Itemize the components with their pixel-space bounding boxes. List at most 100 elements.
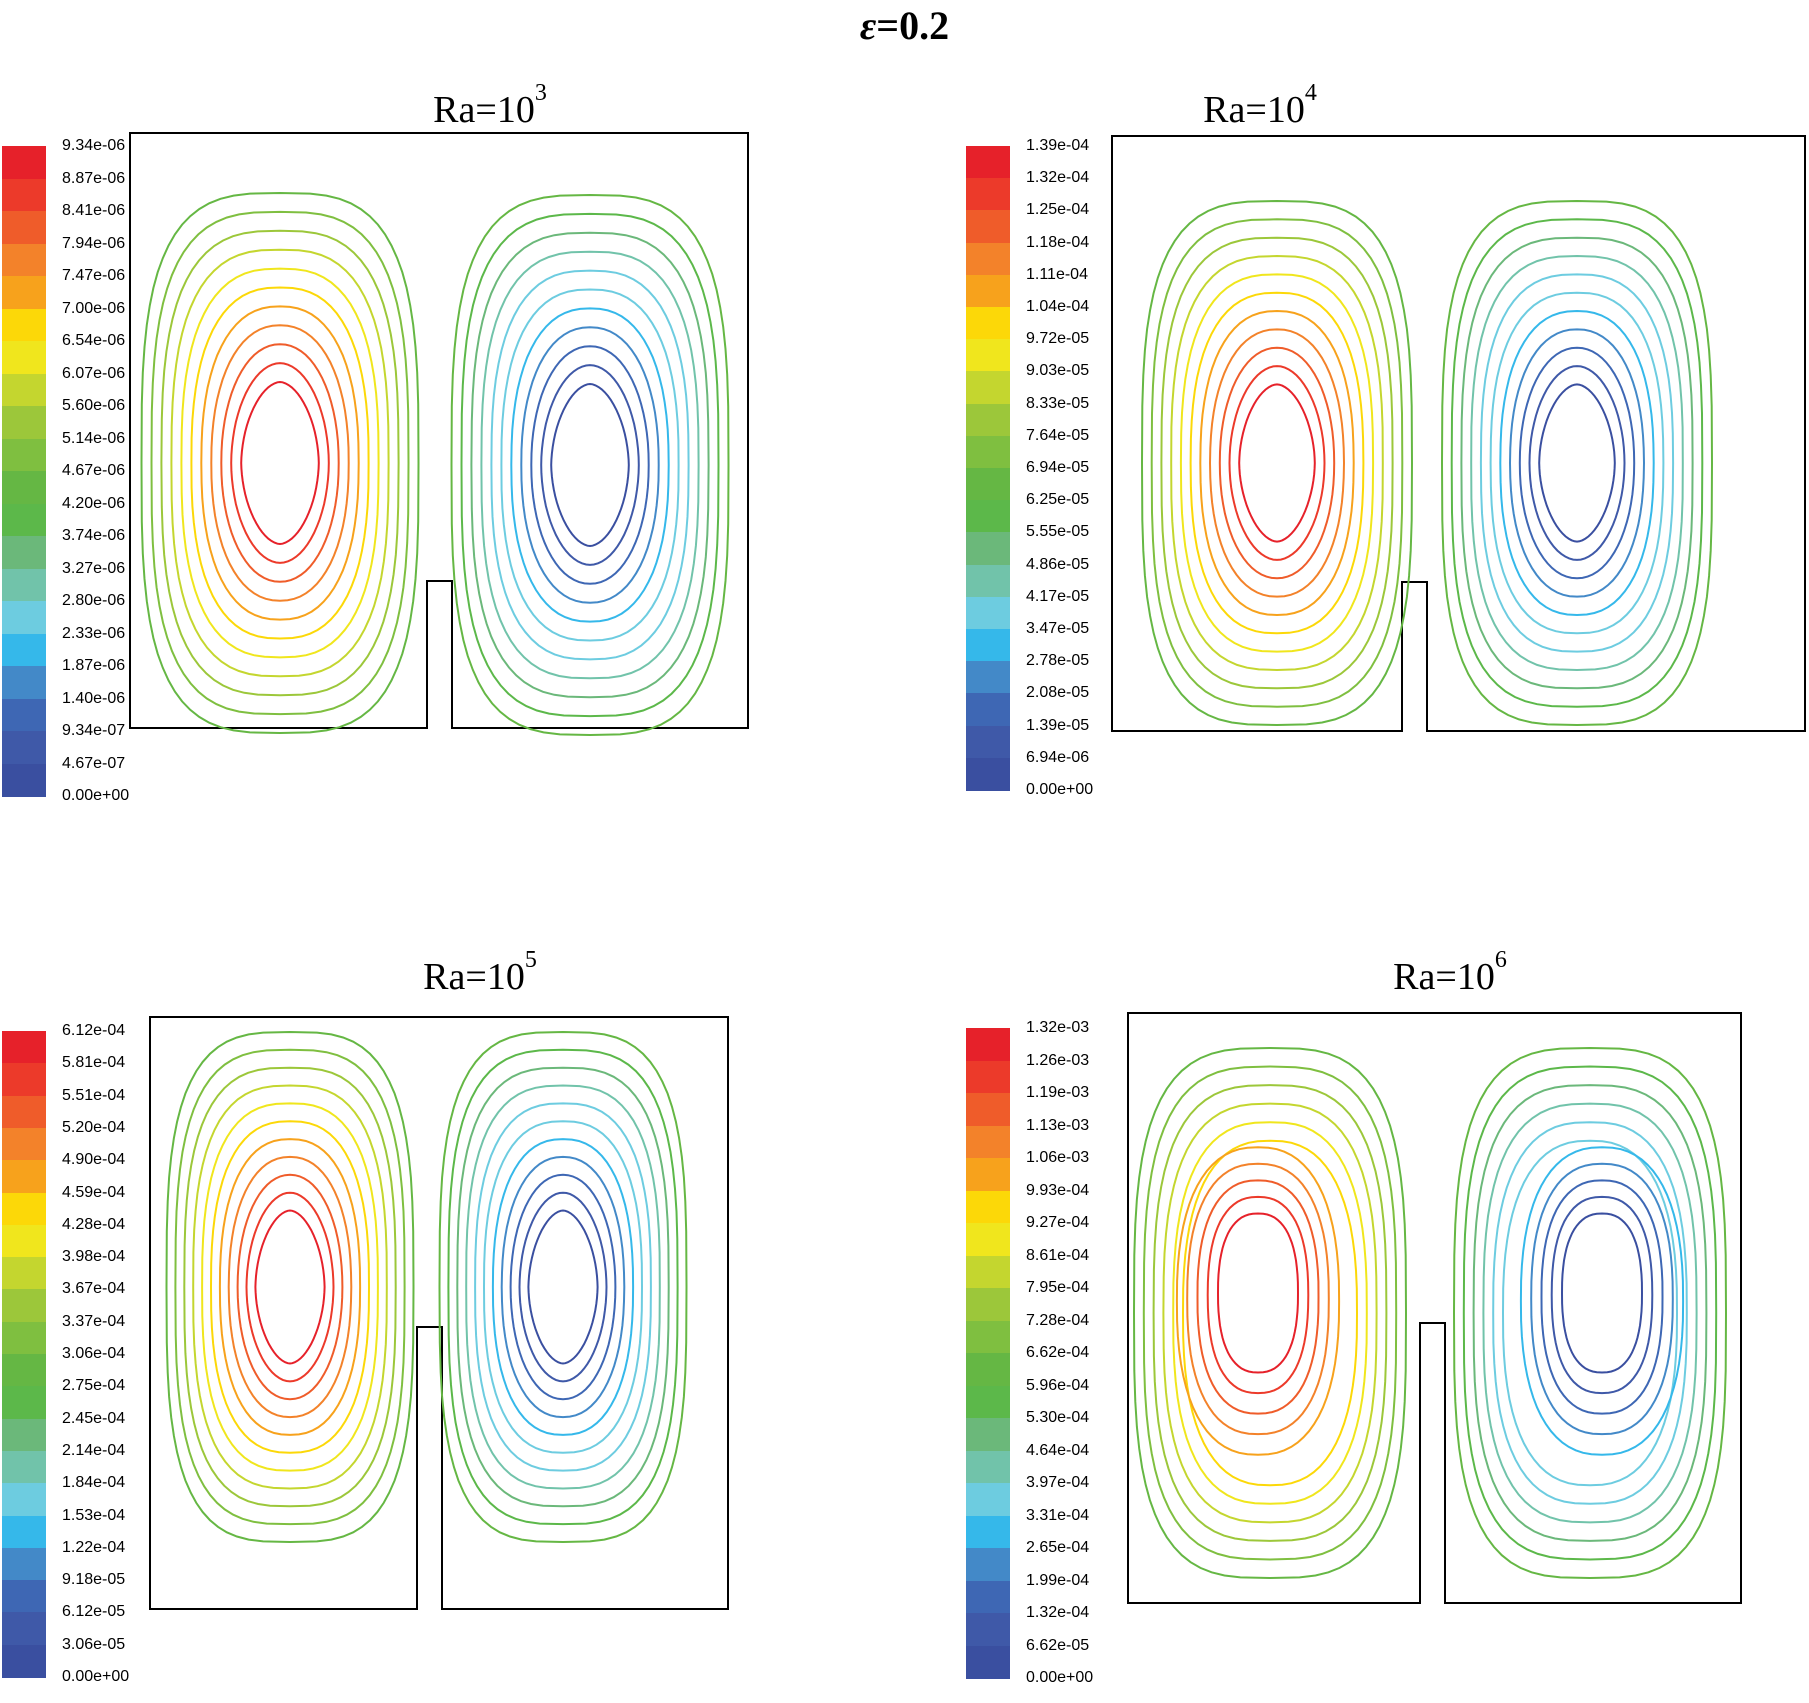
contour-line (447, 1048, 679, 1526)
legend-label: 5.20e-04 (62, 1118, 126, 1136)
legend-label: 1.22e-04 (62, 1538, 126, 1556)
contour-line (1218, 346, 1336, 580)
legend-swatch (966, 371, 1010, 405)
legend-label: 1.32e-04 (1026, 169, 1090, 187)
legend-swatch (966, 1255, 1010, 1289)
contour-line (1460, 236, 1694, 690)
contour-line (438, 1030, 688, 1544)
contour-line (482, 1120, 644, 1454)
legend-swatch (966, 1028, 1010, 1062)
legend-swatch (2, 243, 46, 277)
contour-line (1479, 273, 1675, 653)
legend-label: 9.03e-05 (1026, 362, 1090, 380)
contour-line (1499, 309, 1655, 617)
contour-line (450, 193, 730, 737)
legend-swatch (2, 211, 46, 245)
legend-label: 7.95e-04 (1026, 1279, 1090, 1296)
contour-line (509, 1173, 617, 1401)
cavity-frame (1127, 1012, 1742, 1604)
contour-line (460, 212, 720, 718)
legend-label: 9.34e-07 (62, 722, 126, 739)
legend-swatch (966, 1158, 1010, 1192)
contour-line (550, 382, 630, 548)
legend-label: 6.94e-05 (1026, 459, 1090, 476)
legend-label: 7.47e-06 (62, 267, 126, 284)
contour-line (474, 1102, 652, 1472)
legend-label: 2.75e-04 (62, 1377, 126, 1395)
contour-line (1172, 1121, 1368, 1505)
contour-line (210, 324, 350, 602)
legend-swatch (966, 1515, 1010, 1549)
legend-label: 6.94e-06 (1026, 748, 1090, 766)
legend-label: 3.06e-05 (62, 1635, 126, 1653)
contour-line (190, 286, 370, 640)
contour-line (527, 1209, 599, 1365)
legend-swatch (2, 1547, 46, 1581)
legend-swatch (2, 731, 46, 765)
contour-line (540, 364, 640, 566)
legend-label: 8.41e-06 (62, 202, 126, 219)
legend-label: 5.60e-06 (62, 397, 126, 414)
epsilon-value: =0.2 (876, 3, 950, 48)
legend-label: 4.90e-04 (62, 1151, 126, 1169)
legend-swatch (966, 661, 1010, 694)
panel-4-title: Ra=106 (1393, 947, 1507, 998)
contour-line (180, 267, 380, 659)
legend-swatch (2, 341, 46, 375)
legend-swatch (2, 1354, 46, 1387)
legend-label: 1.99e-04 (1026, 1571, 1090, 1589)
legend-swatch (966, 146, 1010, 179)
legend-swatch (966, 1093, 1010, 1127)
vortex-left (1132, 1046, 1408, 1580)
legend-label: 0.00e+00 (62, 787, 130, 804)
contour-line (1489, 291, 1665, 635)
cavity-frame (129, 132, 749, 729)
legend-label: 8.61e-04 (1026, 1246, 1090, 1264)
contour-line (160, 229, 400, 697)
contour-line (1440, 199, 1714, 727)
contour-line (1170, 254, 1384, 672)
figure-title: ε=0.2 (0, 2, 1809, 49)
contour-line (465, 1084, 661, 1490)
legend-swatch (2, 568, 46, 602)
contour-line (500, 288, 680, 642)
legend-label: 6.12e-05 (62, 1603, 126, 1621)
legend-swatch (2, 471, 46, 505)
legend-label: 3.74e-06 (62, 527, 126, 544)
legend-label: 2.14e-04 (62, 1441, 126, 1459)
legend-swatch (2, 1483, 46, 1517)
contour-line (150, 210, 410, 716)
legend-label: 8.33e-05 (1026, 394, 1090, 412)
contour-line (201, 1102, 379, 1472)
contour-line (1462, 1065, 1718, 1561)
legend-label: 1.04e-04 (1026, 298, 1090, 315)
legend-label: 6.25e-05 (1026, 491, 1090, 509)
legend-swatch (966, 693, 1010, 727)
epsilon-symbol: ε (859, 3, 877, 48)
legend-label: 9.34e-06 (62, 137, 126, 154)
legend-label: 4.86e-05 (1026, 555, 1090, 573)
legend-label: 9.27e-04 (1026, 1214, 1090, 1231)
legend-label: 4.28e-04 (62, 1215, 126, 1233)
legend-label: 3.47e-05 (1026, 620, 1090, 637)
contour-line (174, 1048, 406, 1526)
contour-line (1206, 1195, 1310, 1395)
contour-line (254, 1209, 326, 1365)
legend-label: 7.00e-06 (62, 299, 126, 317)
contour-line (1179, 273, 1375, 653)
contour-line (491, 1138, 635, 1436)
contour-line (227, 1155, 353, 1419)
legend-swatch (2, 503, 46, 537)
legend-swatch (2, 1257, 46, 1290)
legend-label: 1.25e-04 (1026, 201, 1090, 219)
legend-swatch (2, 633, 46, 667)
legend-swatch (966, 1353, 1010, 1387)
legend-swatch (966, 1613, 1010, 1647)
legend-label: 7.64e-05 (1026, 426, 1090, 444)
legend-label: 1.19e-03 (1026, 1084, 1090, 1101)
vortex-left (140, 191, 420, 735)
legend-swatch (2, 1321, 46, 1355)
legend-label: 3.37e-04 (62, 1312, 126, 1330)
legend-swatch (966, 468, 1010, 501)
contour-line (1162, 1102, 1378, 1524)
